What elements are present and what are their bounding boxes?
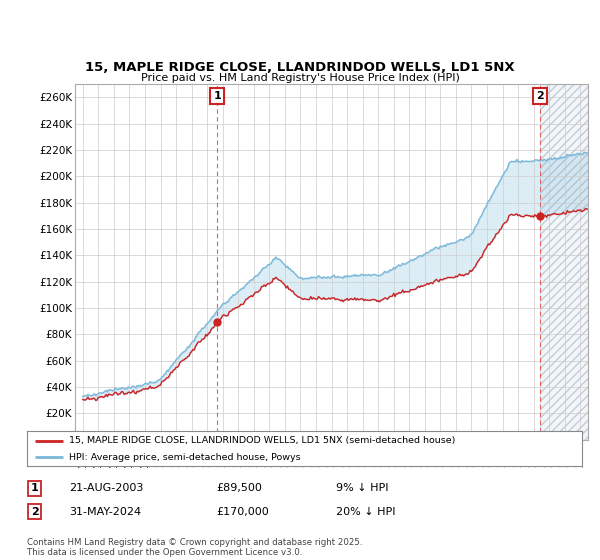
Text: Price paid vs. HM Land Registry's House Price Index (HPI): Price paid vs. HM Land Registry's House …	[140, 73, 460, 83]
Text: 31-MAY-2024: 31-MAY-2024	[69, 507, 141, 517]
Text: 15, MAPLE RIDGE CLOSE, LLANDRINDOD WELLS, LD1 5NX (semi-detached house): 15, MAPLE RIDGE CLOSE, LLANDRINDOD WELLS…	[68, 436, 455, 445]
Text: 20% ↓ HPI: 20% ↓ HPI	[336, 507, 395, 517]
Text: £170,000: £170,000	[216, 507, 269, 517]
Text: Contains HM Land Registry data © Crown copyright and database right 2025.
This d: Contains HM Land Registry data © Crown c…	[27, 538, 362, 557]
Text: 9% ↓ HPI: 9% ↓ HPI	[336, 483, 389, 493]
Text: 2: 2	[536, 91, 544, 101]
Text: £89,500: £89,500	[216, 483, 262, 493]
Text: 21-AUG-2003: 21-AUG-2003	[69, 483, 143, 493]
Text: 1: 1	[213, 91, 221, 101]
Text: 1: 1	[31, 483, 38, 493]
Text: 2: 2	[31, 507, 38, 517]
Bar	[540, 84, 588, 440]
Text: 15, MAPLE RIDGE CLOSE, LLANDRINDOD WELLS, LD1 5NX: 15, MAPLE RIDGE CLOSE, LLANDRINDOD WELLS…	[85, 61, 515, 74]
Text: HPI: Average price, semi-detached house, Powys: HPI: Average price, semi-detached house,…	[68, 452, 300, 462]
Bar	[540, 84, 588, 440]
